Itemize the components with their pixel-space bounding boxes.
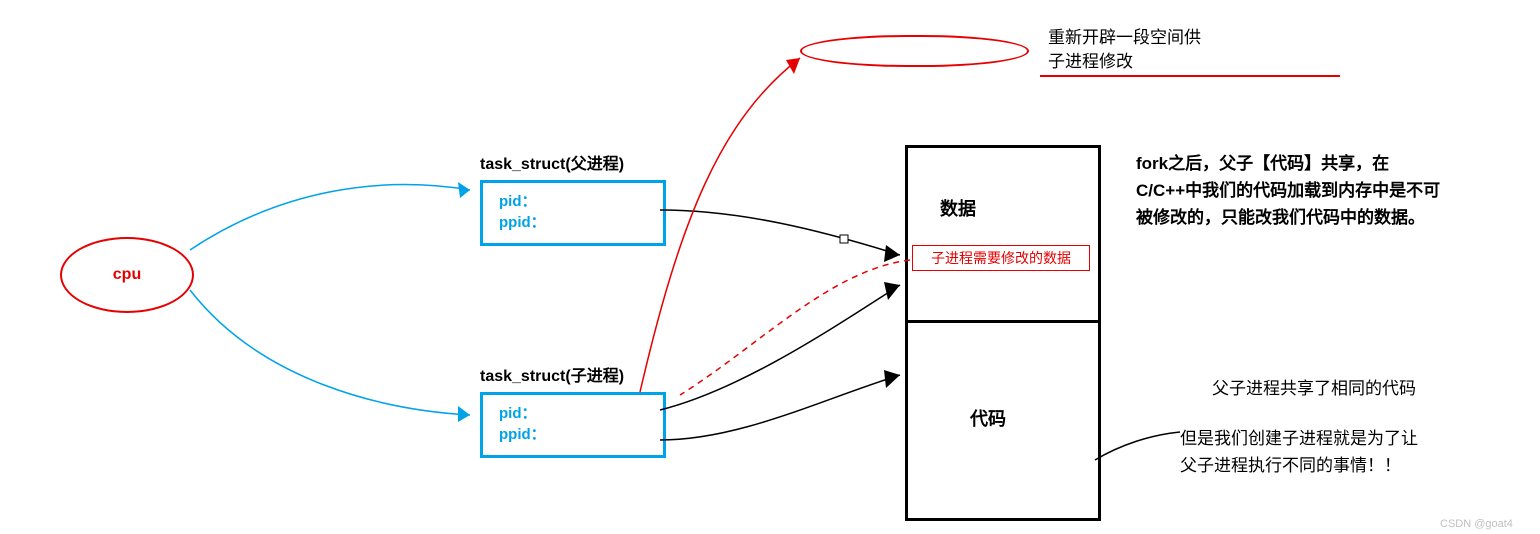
arrow-child-code bbox=[660, 375, 900, 440]
new-space-text: 重新开辟一段空间供 子进程修改 bbox=[1048, 26, 1201, 74]
task-parent-box: pid： ppid： bbox=[480, 180, 666, 246]
arrow-modify-dashed bbox=[680, 260, 910, 395]
memory-modify-box: 子进程需要修改的数据 bbox=[912, 245, 1090, 271]
connector-square bbox=[840, 235, 848, 243]
task-parent-pid: pid： bbox=[499, 191, 647, 212]
arrow-parent-mem-head bbox=[884, 245, 900, 262]
arrow-child-newspace-head bbox=[786, 58, 800, 74]
arrow-parent-mem bbox=[660, 210, 900, 255]
cpu-label: cpu bbox=[113, 266, 141, 284]
task-child-ppid: ppid： bbox=[499, 424, 647, 445]
explain-right: fork之后，父子【代码】共享，在C/C++中我们的代码加载到内存中是不可被修改… bbox=[1136, 150, 1446, 232]
task-parent-ppid: ppid： bbox=[499, 212, 647, 233]
task-child-pid: pid： bbox=[499, 403, 647, 424]
new-space-line1: 重新开辟一段空间供 bbox=[1048, 26, 1201, 50]
cpu-node: cpu bbox=[60, 237, 194, 313]
memory-divider bbox=[905, 320, 1101, 323]
explain-bottom-line1: 父子进程共享了相同的代码 bbox=[1212, 375, 1416, 402]
arrow-child-code-head bbox=[884, 370, 900, 388]
explain-bottom-line2: 但是我们创建子进程就是为了让父子进程执行不同的事情！！ bbox=[1180, 425, 1430, 479]
memory-box bbox=[905, 145, 1101, 521]
task-child-title: task_struct(子进程) bbox=[480, 362, 624, 386]
task-parent-title: task_struct(父进程) bbox=[480, 150, 624, 174]
arrow-cpu-child-head bbox=[458, 406, 470, 422]
arrow-child-data-head bbox=[884, 282, 900, 300]
new-space-line2: 子进程修改 bbox=[1048, 50, 1201, 74]
arrow-cpu-child bbox=[190, 290, 470, 415]
memory-data-label: 数据 bbox=[940, 195, 976, 221]
footer-watermark: CSDN @goat4 bbox=[1440, 518, 1513, 530]
new-space-oval bbox=[800, 35, 1029, 67]
memory-code-label: 代码 bbox=[970, 405, 1006, 431]
connector-code-text bbox=[1095, 432, 1180, 460]
task-child-box: pid： ppid： bbox=[480, 392, 666, 458]
arrow-cpu-parent-head bbox=[458, 182, 470, 198]
arrow-cpu-parent bbox=[190, 185, 470, 250]
arrow-child-data bbox=[660, 285, 900, 410]
